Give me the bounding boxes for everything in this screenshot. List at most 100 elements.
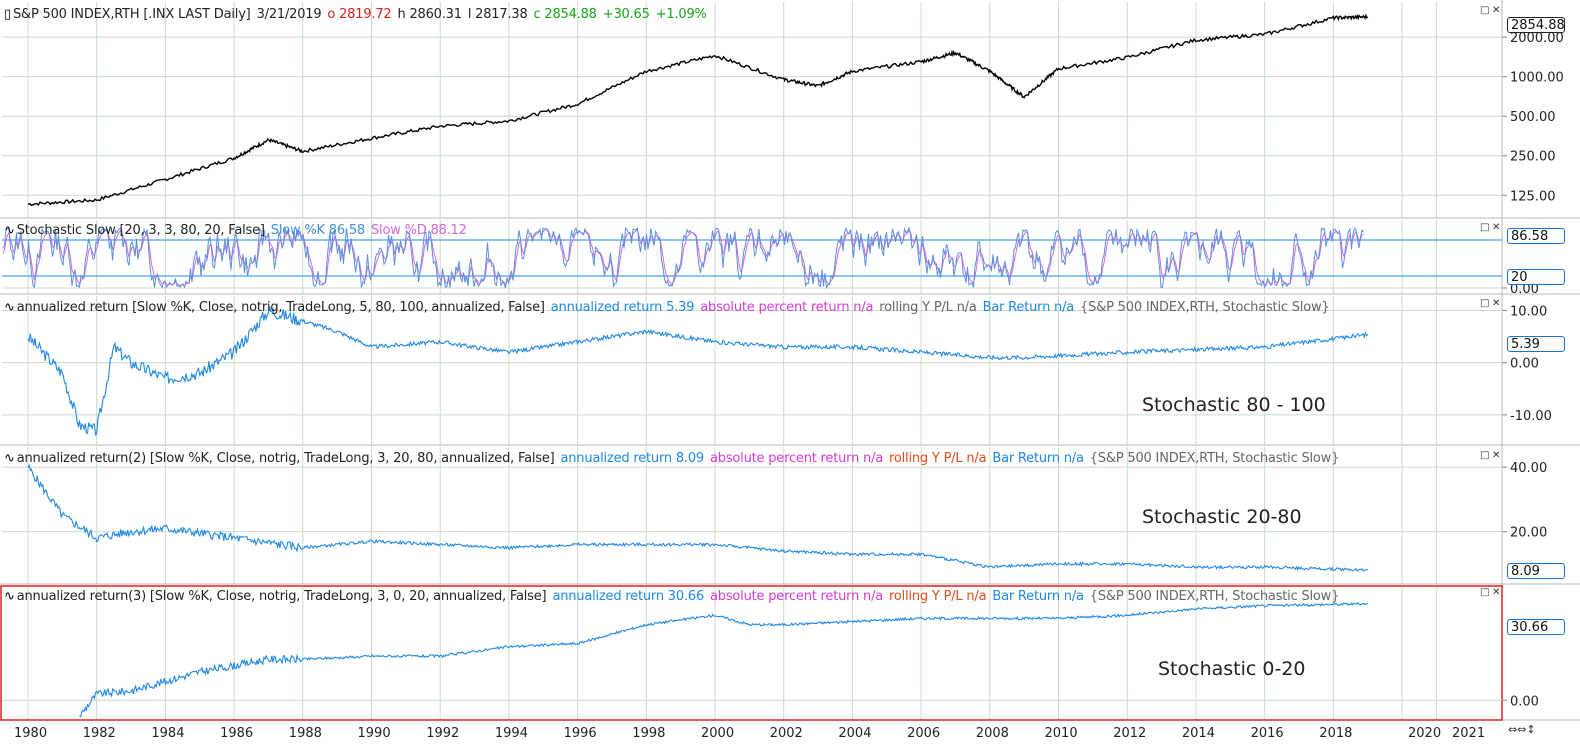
header-segment: rolling Y P/L n/a — [889, 451, 987, 466]
x-tick-label: 2016 — [1251, 726, 1284, 741]
header-segment: Slow %D 88.12 — [371, 223, 467, 238]
return2-value-tag: 8.09 — [1507, 563, 1565, 579]
x-tick-label: 1988 — [289, 726, 322, 741]
pane-label-0-20: Stochastic 0-20 — [1158, 658, 1306, 680]
price-y-tick-label: 2000.00 — [1510, 31, 1564, 46]
stochastic-pane-header: ∿ Stochastic Slow [20, 3, 3, 80, 20, Fals… — [4, 223, 473, 238]
stochastic-close-icon[interactable]: ✕ — [1492, 222, 1501, 233]
header-segment: rolling Y P/L n/a — [879, 300, 977, 315]
indicator-wave-icon: ∿ — [4, 451, 15, 466]
slow-k-line — [2, 226, 1364, 290]
annualized-return-line — [27, 306, 1369, 437]
header-segment: o 2819.72 — [327, 7, 392, 22]
x-tick-label: 2014 — [1182, 726, 1215, 741]
return3-maximize-icon[interactable]: □ — [1480, 587, 1490, 598]
price-last-value-tag: 2854.88 — [1507, 17, 1565, 33]
header-segment: h 2860.31 — [397, 7, 462, 22]
header-segment: annualized return(3) [Slow %K, Close, no… — [16, 589, 547, 604]
header-segment: annualized return 8.09 — [560, 451, 705, 466]
stochastic-y-tick-label: 0.00 — [1510, 282, 1539, 297]
header-segment: Bar Return n/a — [982, 300, 1075, 315]
header-segment: 3/21/2019 — [256, 7, 322, 22]
return-y-tick-label: 0.00 — [1510, 694, 1539, 709]
x-tick-label: 1990 — [358, 726, 391, 741]
price-pane-header: ▯ S&P 500 INDEX,RTH [.INX LAST Daily] 3/21… — [4, 7, 713, 22]
header-segment: c 2854.88 — [533, 7, 597, 22]
header-segment: Bar Return n/a — [992, 451, 1084, 466]
x-tick-label: 2018 — [1319, 726, 1352, 741]
slow-k-value-tag: 86.58 — [1507, 228, 1565, 244]
x-tick-label: 2020 — [1408, 726, 1441, 741]
header-segment: absolute percent return n/a — [700, 300, 874, 315]
return3-pane-header: ∿ annualized return(3) [Slow %K, Close, n… — [4, 589, 1345, 604]
header-segment: annualized return(2) [Slow %K, Close, no… — [16, 451, 555, 466]
x-tick-label: 1980 — [14, 726, 47, 741]
header-segment: {S&P 500 INDEX,RTH, Stochastic Slow} — [1080, 300, 1330, 315]
return1-maximize-icon[interactable]: □ — [1480, 298, 1490, 309]
header-segment: {S&P 500 INDEX,RTH, Stochastic Slow} — [1089, 451, 1340, 466]
x-tick-label: 2010 — [1045, 726, 1078, 741]
x-tick-label: 1994 — [495, 726, 528, 741]
price-y-tick-label: 125.00 — [1510, 189, 1556, 204]
price-y-tick-label: 1000.00 — [1510, 71, 1564, 86]
level-20-value-tag: 20 — [1507, 269, 1565, 285]
x-tick-label: 2012 — [1113, 726, 1146, 741]
header-segment: S&P 500 INDEX,RTH [.INX LAST Daily] — [12, 7, 251, 22]
header-segment: Stochastic Slow [20, 3, 3, 80, 20, False… — [16, 223, 265, 238]
return2-maximize-icon[interactable]: □ — [1480, 450, 1490, 461]
annualized-return-line — [79, 601, 1368, 718]
return1-close-icon[interactable]: ✕ — [1492, 298, 1501, 309]
header-segment: Bar Return n/a — [992, 589, 1084, 604]
x-tick-label: 2008 — [976, 726, 1009, 741]
x-tick-label: 1984 — [151, 726, 184, 741]
indicator-wave-icon: ∿ — [4, 300, 15, 315]
x-tick-label: 1982 — [83, 726, 116, 741]
price-y-tick-label: 500.00 — [1510, 110, 1556, 125]
pane-label-80-100: Stochastic 80 - 100 — [1142, 394, 1326, 416]
header-segment: {S&P 500 INDEX,RTH, Stochastic Slow} — [1089, 589, 1340, 604]
return-y-tick-label: 20.00 — [1510, 526, 1547, 541]
bar-chart-icon: ▯ — [4, 7, 11, 22]
price-series-line — [27, 13, 1369, 207]
price-close-icon[interactable]: ✕ — [1492, 5, 1501, 16]
active-pane-border — [0, 585, 1503, 721]
x-tick-label: 1992 — [426, 726, 459, 741]
annualized-return-line — [27, 463, 1368, 572]
header-segment: rolling Y P/L n/a — [889, 589, 987, 604]
header-segment: annualized return 30.66 — [552, 589, 705, 604]
x-tick-label: 1996 — [564, 726, 597, 741]
return3-close-icon[interactable]: ✕ — [1492, 587, 1501, 598]
return-y-tick-label: 40.00 — [1510, 461, 1547, 476]
indicator-wave-icon: ∿ — [4, 223, 15, 238]
return-y-tick-label: -10.00 — [1510, 409, 1552, 424]
pane-label-20-80: Stochastic 20-80 — [1142, 506, 1302, 528]
return2-close-icon[interactable]: ✕ — [1492, 450, 1501, 461]
header-segment: absolute percent return n/a — [710, 589, 884, 604]
header-segment: annualized return 5.39 — [550, 300, 695, 315]
return-y-tick-label: 10.00 — [1510, 304, 1547, 319]
header-segment: +1.09% — [655, 7, 707, 22]
x-tick-label: 1998 — [632, 726, 665, 741]
return-y-tick-label: 0.00 — [1510, 357, 1539, 372]
return1-pane-header: ∿ annualized return [Slow %K, Close, notr… — [4, 300, 1335, 315]
header-segment: absolute percent return n/a — [710, 451, 884, 466]
x-tick-label: 2006 — [907, 726, 940, 741]
price-y-tick-label: 250.00 — [1510, 150, 1556, 165]
header-segment: +30.65 — [602, 7, 650, 22]
return1-value-tag: 5.39 — [1507, 336, 1565, 352]
price-maximize-icon[interactable]: □ — [1480, 5, 1490, 16]
x-tick-label: 1986 — [220, 726, 253, 741]
x-tick-label: 2002 — [770, 726, 803, 741]
header-segment: l 2817.38 — [467, 7, 528, 22]
x-tick-label: 2000 — [701, 726, 734, 741]
return3-value-tag: 30.66 — [1507, 619, 1565, 635]
return2-pane-header: ∿ annualized return(2) [Slow %K, Close, n… — [4, 451, 1345, 466]
x-tick-label: 2021 — [1452, 726, 1485, 741]
header-segment: annualized return [Slow %K, Close, notri… — [16, 300, 545, 315]
stochastic-maximize-icon[interactable]: □ — [1480, 222, 1490, 233]
header-segment: Slow %K 86.58 — [270, 223, 365, 238]
scroll-arrows-icon[interactable]: ⇔⇔↕ — [1508, 723, 1536, 736]
x-tick-label: 2004 — [838, 726, 871, 741]
indicator-wave-icon: ∿ — [4, 589, 15, 604]
